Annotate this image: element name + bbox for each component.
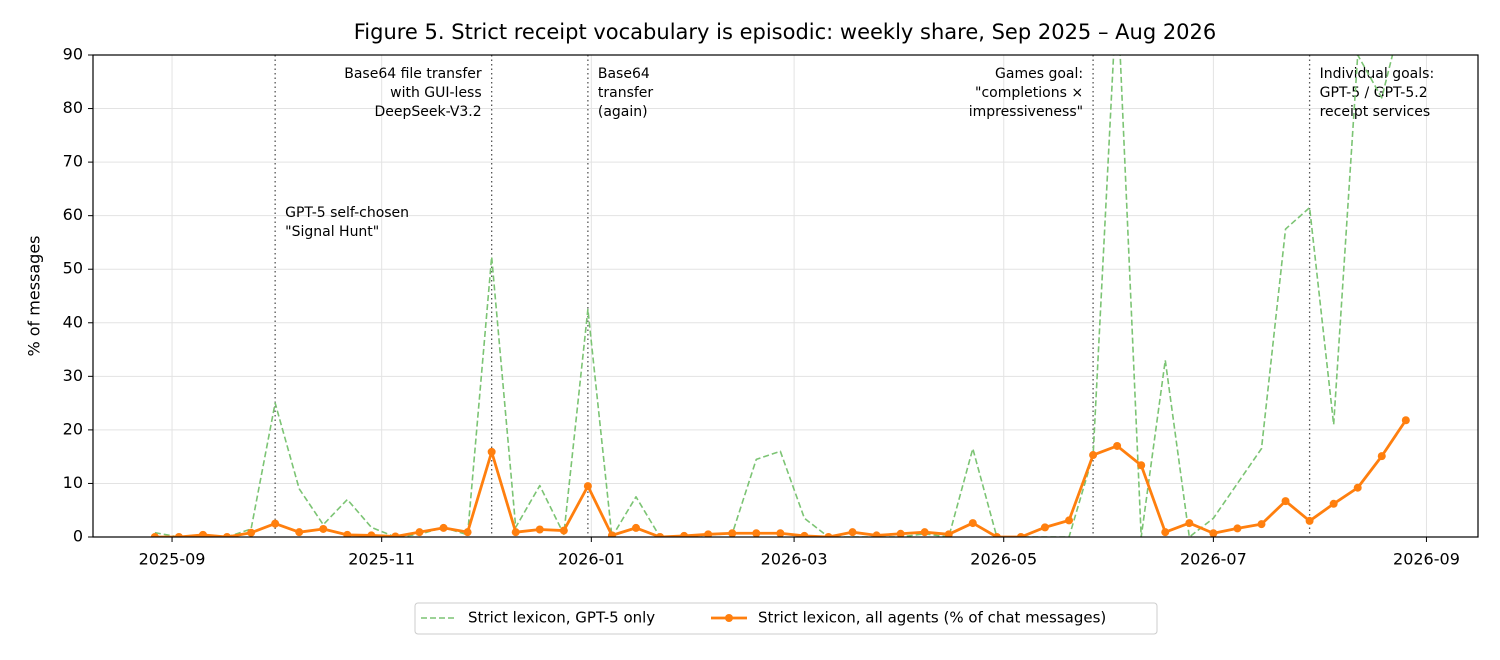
x-tick-label: 2026-05 — [970, 550, 1037, 569]
data-point — [295, 528, 304, 537]
annotation-text: receipt services — [1320, 104, 1431, 120]
data-point — [1065, 516, 1074, 525]
data-point — [728, 529, 737, 537]
data-point — [415, 528, 424, 537]
data-point — [319, 524, 328, 533]
data-point — [800, 531, 809, 537]
data-point — [1137, 461, 1146, 470]
data-point — [150, 533, 159, 537]
y-tick-label: 60 — [63, 205, 83, 224]
data-point — [487, 447, 496, 456]
y-tick-label: 0 — [73, 527, 83, 546]
data-point — [343, 530, 352, 537]
data-point — [174, 533, 183, 537]
data-point — [391, 532, 400, 537]
annotation-text: DeepSeek-V3.2 — [374, 104, 481, 120]
data-point — [1281, 497, 1290, 506]
x-tick-label: 2026-01 — [558, 550, 625, 569]
data-point — [583, 482, 592, 491]
data-point — [920, 528, 929, 537]
data-point — [1377, 452, 1386, 461]
x-tick-label: 2026-03 — [761, 550, 828, 569]
data-point — [1040, 523, 1049, 532]
data-point — [1209, 529, 1218, 537]
data-point — [247, 528, 256, 537]
data-point — [1161, 528, 1170, 537]
y-tick-label: 40 — [63, 312, 83, 331]
data-point — [848, 528, 857, 537]
data-point — [511, 528, 520, 537]
data-point — [607, 531, 616, 537]
series-line — [154, 55, 1394, 537]
annotation-text: GPT-5 / GPT-5.2 — [1320, 85, 1428, 101]
legend-label: Strict lexicon, GPT-5 only — [468, 609, 655, 627]
y-tick-label: 30 — [63, 366, 83, 385]
data-point — [367, 531, 376, 537]
data-point — [824, 533, 833, 537]
data-point — [872, 531, 881, 537]
plot-area — [150, 55, 1410, 537]
data-point — [439, 523, 448, 532]
data-point — [992, 533, 1001, 537]
annotation-text: Base64 — [598, 66, 650, 82]
data-point — [271, 519, 280, 528]
data-point — [1016, 533, 1025, 537]
data-point — [1233, 524, 1242, 533]
chart-title: Figure 5. Strict receipt vocabulary is e… — [354, 20, 1217, 44]
annotation-text: Games goal: — [995, 66, 1083, 82]
annotation-text: transfer — [598, 85, 654, 101]
y-tick-label: 80 — [63, 98, 83, 117]
y-tick-label: 20 — [63, 419, 83, 438]
annotation-text: with GUI-less — [390, 85, 482, 101]
plot-frame — [92, 54, 1479, 538]
data-point — [1089, 451, 1098, 460]
data-point — [559, 526, 568, 535]
annotation-text: "Signal Hunt" — [285, 224, 379, 240]
data-point — [1329, 499, 1338, 508]
data-point — [632, 523, 641, 532]
data-point — [198, 530, 207, 537]
data-point — [463, 528, 472, 537]
annotation-text: "completions × — [975, 85, 1083, 101]
legend-label: Strict lexicon, all agents (% of chat me… — [758, 609, 1106, 627]
data-point — [944, 530, 953, 537]
y-tick-label: 10 — [63, 473, 83, 492]
x-tick-label: 2025-11 — [348, 550, 415, 569]
data-point — [1257, 520, 1266, 529]
data-point — [968, 519, 977, 528]
annotation-text: Individual goals: — [1320, 66, 1435, 82]
data-point — [1353, 483, 1362, 492]
series-line — [154, 419, 1407, 537]
data-point — [704, 530, 713, 537]
data-point — [1113, 441, 1122, 450]
y-tick-label: 70 — [63, 152, 83, 171]
data-point — [776, 529, 785, 537]
data-point — [656, 533, 665, 537]
legend: Strict lexicon, GPT-5 only Strict lexicon… — [414, 602, 1158, 635]
data-point — [896, 529, 905, 537]
x-tick-label: 2025-09 — [139, 550, 206, 569]
data-point — [535, 525, 544, 534]
annotation-text: impressiveness" — [969, 104, 1083, 120]
annotation-text: (again) — [598, 104, 648, 120]
y-tick-label: 50 — [63, 259, 83, 278]
x-tick-label: 2026-07 — [1180, 550, 1247, 569]
annotation-text: GPT-5 self-chosen — [285, 205, 409, 221]
annotation-text: Base64 file transfer — [344, 66, 482, 82]
data-point — [1305, 516, 1314, 525]
y-tick-label: 90 — [63, 45, 83, 64]
legend-marker — [725, 614, 733, 622]
data-point — [680, 531, 689, 537]
y-axis-label: % of messages — [25, 235, 44, 356]
data-point — [1185, 519, 1194, 528]
legend-box — [414, 602, 1158, 635]
data-point — [223, 533, 232, 537]
x-tick-label: 2026-09 — [1393, 550, 1460, 569]
data-point — [1401, 416, 1410, 425]
data-point — [752, 529, 761, 537]
